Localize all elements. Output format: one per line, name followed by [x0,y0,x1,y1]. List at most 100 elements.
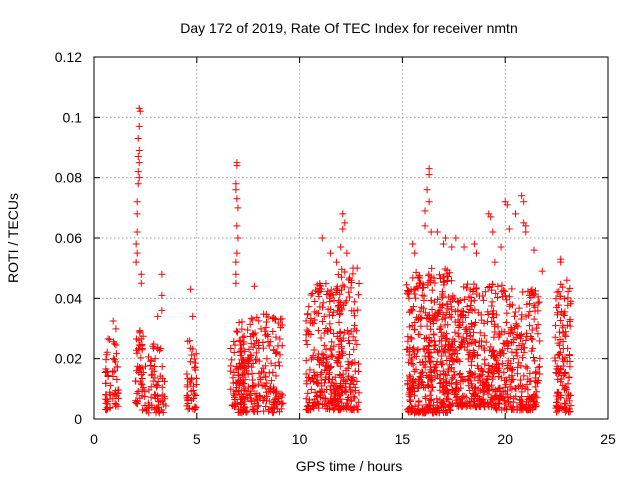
data-point [553,388,561,396]
data-point [144,353,152,361]
data-point [262,323,270,331]
data-point [332,285,340,293]
data-point [474,376,482,384]
data-point [242,408,250,416]
data-point [557,317,565,325]
data-point [353,264,361,272]
data-point [467,301,475,309]
data-point [115,394,123,402]
data-point [452,234,460,242]
data-point [449,386,457,394]
data-point [431,367,439,375]
data-point [133,389,141,397]
data-point [518,311,526,319]
data-point [491,322,499,330]
data-point [428,264,436,272]
x-tick-label: 15 [395,431,411,447]
data-point [501,383,509,391]
data-point [337,243,345,251]
data-point [426,363,434,371]
y-tick-label: 0.12 [55,49,82,65]
data-point [445,293,453,301]
data-point [488,286,496,294]
data-point [470,240,478,248]
data-point [508,403,516,411]
data-point [433,358,441,366]
data-point [150,340,158,348]
data-point [276,335,284,343]
data-point [468,361,476,369]
data-point [345,293,353,301]
data-point [532,324,540,332]
data-point [156,398,164,406]
data-point [349,359,357,367]
data-point [257,325,265,333]
data-point [490,370,498,378]
data-point [423,371,431,379]
data-point [442,234,450,242]
data-point [418,368,426,376]
data-point [189,395,197,403]
data-point [448,306,456,314]
data-point [313,398,321,406]
data-point [153,383,161,391]
data-point [506,393,514,401]
data-point [346,340,354,348]
data-point [132,377,140,385]
data-point [260,407,268,415]
data-point [325,405,333,413]
data-point [244,370,252,378]
data-point [557,375,565,383]
data-point [244,383,252,391]
data-point [415,398,423,406]
data-point [416,331,424,339]
data-point [311,308,319,316]
data-point [148,365,156,373]
data-point [508,365,516,373]
data-point [556,391,564,399]
data-point [502,319,510,327]
data-point [338,306,346,314]
data-point [414,408,422,416]
data-point [506,302,514,310]
data-point [254,402,262,410]
data-point [262,373,270,381]
data-point [138,374,146,382]
data-point [340,283,348,291]
data-point [305,399,313,407]
data-point [445,352,453,360]
data-point [133,198,141,206]
data-point [461,295,469,303]
data-point [189,382,197,390]
data-point [452,396,460,404]
data-point [329,398,337,406]
data-point [536,363,544,371]
data-point [566,317,574,325]
data-point [494,323,502,331]
data-point [350,393,358,401]
data-point [191,359,199,367]
data-point [263,330,271,338]
data-point [470,328,478,336]
data-point [567,300,575,308]
data-point [230,349,238,357]
data-point [505,293,513,301]
data-point [565,374,573,382]
data-point [336,329,344,337]
data-point [427,396,435,404]
data-point [316,387,324,395]
data-point [466,332,474,340]
data-point [268,408,276,416]
data-point [559,324,567,332]
data-point [279,399,287,407]
data-point [343,395,351,403]
data-point [489,228,497,236]
data-point [326,345,334,353]
data-point [452,388,460,396]
data-point [318,234,326,242]
data-point [501,340,509,348]
data-point [475,342,483,350]
data-point [347,276,355,284]
data-point [552,295,560,303]
x-tick-label: 20 [497,431,513,447]
